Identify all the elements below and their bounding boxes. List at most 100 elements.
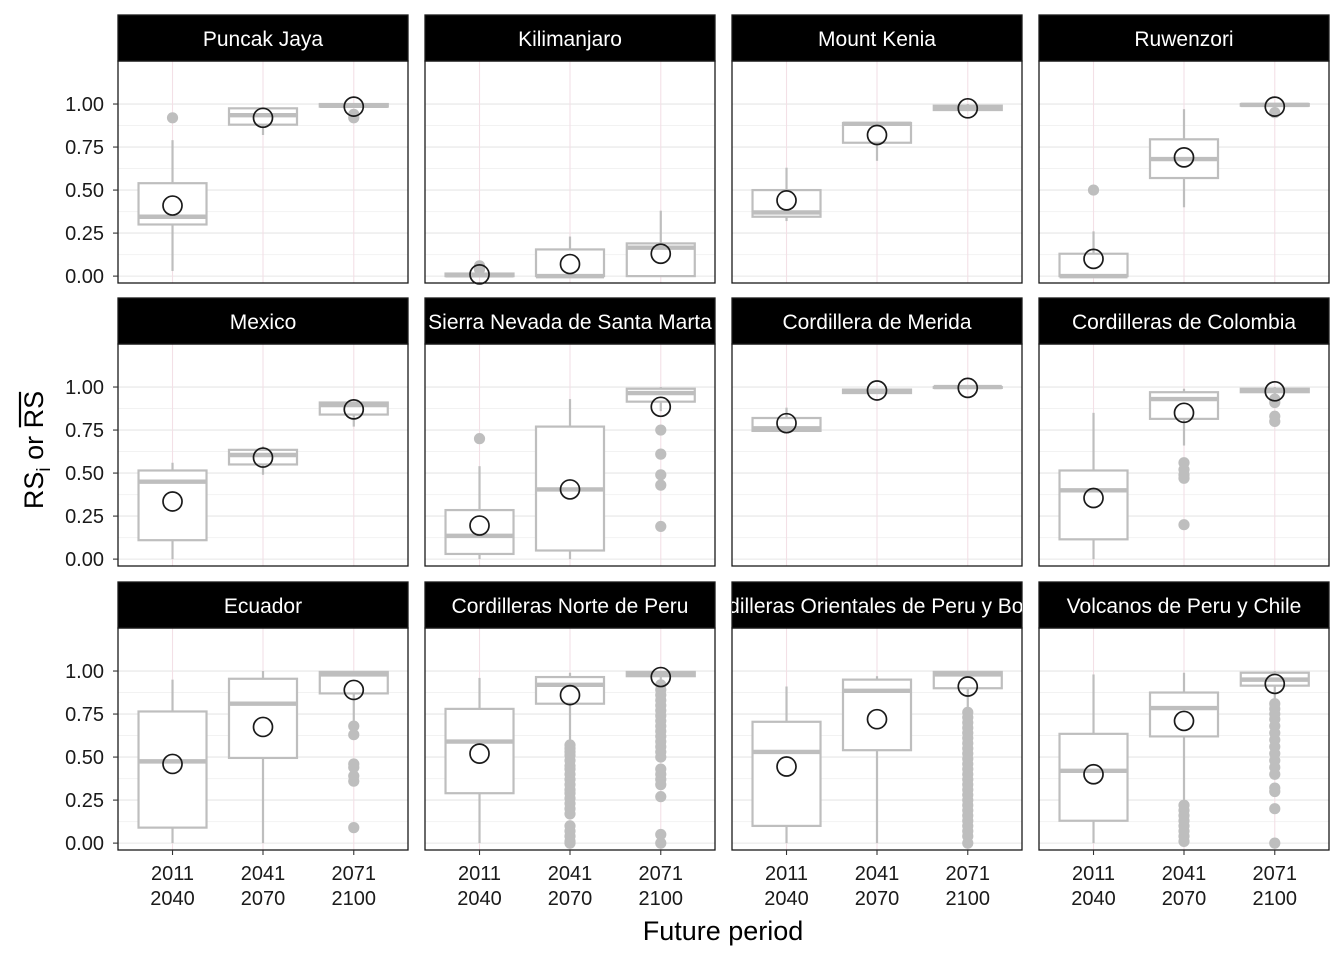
x-axis-title: Future period (643, 916, 804, 946)
outlier-point (348, 720, 360, 732)
x-tick-label-end: 2100 (1253, 888, 1298, 910)
facet-strip (731, 581, 1023, 629)
facet-panel: Mount Kenia (731, 14, 1023, 284)
x-tick-label-start: 2071 (946, 863, 991, 885)
box-iqr (1058, 469, 1129, 541)
mean-marker (469, 743, 490, 764)
facet-panel: Puncak Jaya 0.00 0.25 0.50 0.75 1.00 (65, 14, 409, 288)
outlier-point (655, 469, 667, 481)
outlier-point (655, 520, 667, 533)
outlier-point (962, 837, 974, 849)
outlier-point (348, 775, 360, 787)
box-iqr (534, 675, 606, 705)
outlier-point (655, 751, 667, 763)
x-tick-label-start: 2011 (765, 863, 808, 885)
x-tick-label-end: 2070 (855, 888, 900, 910)
y-axis-title-overlined: RS (19, 391, 49, 429)
boxplot (318, 399, 389, 427)
mean-marker (343, 96, 365, 117)
facet-panel: Ruwenzori (1038, 14, 1330, 284)
y-axis-title: RSi or RS (18, 391, 55, 509)
outlier-point (655, 837, 667, 849)
x-tick-label-start: 2041 (241, 863, 286, 885)
y-tick-label: 0.25 (65, 223, 104, 245)
outlier-point (1269, 768, 1281, 780)
boxplot (751, 686, 822, 844)
mean-marker (650, 396, 672, 418)
boxplot (1148, 672, 1220, 847)
outlier-point (348, 761, 360, 773)
x-tick-label-start: 2011 (151, 863, 194, 885)
facet-strip (731, 14, 1023, 62)
mean-marker (162, 491, 183, 512)
mean-marker (559, 684, 581, 706)
mean-marker (650, 243, 672, 265)
outlier-point (1269, 837, 1281, 849)
outlier-point (655, 448, 667, 460)
mean-marker (776, 190, 797, 211)
x-tick-label-end: 2070 (241, 888, 286, 910)
x-tick-label-start: 2041 (855, 863, 900, 885)
mean-marker (343, 679, 365, 701)
box-iqr (751, 720, 822, 828)
y-tick-label: 0.00 (65, 833, 104, 855)
y-tick-label: 0.75 (65, 137, 104, 159)
x-tick-label-start: 2011 (1072, 863, 1115, 885)
y-axis-title-prefix: RS (19, 472, 49, 510)
panels-layer: Puncak Jaya 0.00 0.25 0.50 0.75 1.00 Kilimanja… (65, 14, 1330, 910)
outlier-point (1178, 519, 1190, 531)
y-tick-label: 0.00 (65, 266, 104, 288)
facet-panel: Volcanos de Peru y Chile 2011 2040 2041 2070… (1038, 581, 1330, 910)
y-tick-label: 1.00 (65, 94, 104, 116)
outlier-point (1269, 415, 1281, 428)
mean-marker (162, 753, 183, 775)
facet-strip-title: Ecuador (224, 595, 302, 618)
boxplot (1239, 671, 1310, 849)
mean-marker (776, 756, 797, 777)
outlier-point (473, 433, 486, 445)
mean-marker (469, 264, 490, 285)
boxplot (227, 671, 299, 844)
outlier-point (655, 791, 667, 803)
boxplot (1148, 388, 1220, 531)
y-tick-label: 0.75 (65, 704, 104, 726)
facet-strip (1038, 14, 1330, 62)
boxplot (841, 380, 913, 401)
x-tick-label-end: 2040 (457, 888, 502, 910)
mean-marker (1173, 402, 1195, 424)
facet-strip-title: Puncak Jaya (203, 28, 324, 51)
svg-text:RSi or RS: RSi or RS (19, 391, 55, 509)
mean-marker (559, 479, 581, 500)
box-iqr (227, 677, 299, 760)
boxplot (625, 666, 696, 849)
x-tick-label-start: 2041 (1162, 863, 1207, 885)
facet-panel: Ecuador 0.00 0.25 0.50 0.75 1.00 2011 2040 2041 2… (65, 581, 409, 910)
box-iqr (1148, 391, 1220, 420)
x-tick-label-end: 2100 (639, 888, 684, 910)
box-iqr (137, 710, 208, 829)
outlier-point (655, 779, 667, 791)
outlier-point (1178, 835, 1190, 847)
mean-marker (1083, 763, 1104, 785)
outlier-point (348, 729, 360, 741)
outlier-point (166, 112, 179, 124)
facet-strip-title: Sierra Nevada de Santa Marta (428, 311, 712, 334)
boxplot (444, 433, 515, 560)
x-tick-label-start: 2071 (1253, 863, 1298, 885)
boxplot (1058, 674, 1129, 844)
outlier-point (348, 822, 360, 834)
outlier-point (473, 263, 486, 275)
facet-strip-title: Ruwenzori (1134, 28, 1233, 51)
mean-marker (343, 399, 365, 420)
y-axis-title-connector: or (19, 436, 49, 460)
boxplot (137, 112, 208, 271)
boxplot (227, 107, 299, 135)
mean-marker (650, 666, 672, 688)
facet-strip (731, 297, 1023, 345)
outlier-point (655, 479, 667, 491)
boxplot (751, 407, 822, 434)
box-iqr (444, 508, 515, 556)
facet-strip (1038, 581, 1330, 629)
y-tick-label: 0.25 (65, 790, 104, 812)
